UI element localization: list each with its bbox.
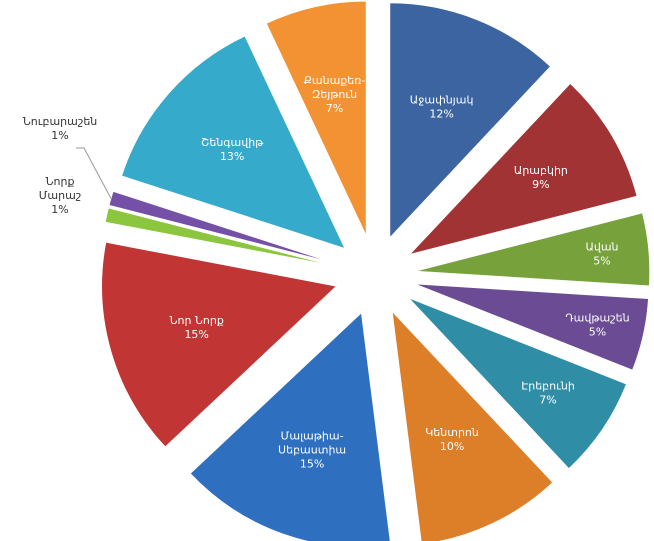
- pie-slice-group: Շենգավիթ 13%: [120, 35, 346, 250]
- data-label: Շենգավիթ 13%: [201, 136, 264, 163]
- data-label: Արաբկիր 9%: [514, 164, 568, 191]
- pie-slice: [189, 311, 391, 541]
- pie-slice-group: Մալաթիա-Սեբաստիա 15%: [189, 311, 391, 541]
- pie-slice-group: Էրեբունի 7%: [407, 297, 628, 470]
- pie-slice: [391, 309, 554, 541]
- data-label: Նորք Մարաշ 1%: [39, 175, 82, 216]
- data-label: Ավան 5%: [585, 241, 618, 268]
- pie-slice-group: Նոր Նորք 15%: [101, 241, 338, 448]
- data-label: Մալաթիա-Սեբաստիա 15%: [278, 430, 346, 471]
- pie-slice-group: Դավթաշեն 5%: [413, 283, 650, 371]
- pie-slice: [101, 241, 338, 448]
- pie-slice-group: Քանաքեռ-Զեյթուն 7%: [265, 0, 367, 237]
- leader-line: [76, 147, 112, 199]
- pie-slice-group: Աջափնյակ 12%: [389, 2, 552, 240]
- data-label: Նոր Նորք 15%: [169, 314, 223, 341]
- data-label: Դավթաշեն 5%: [565, 312, 629, 339]
- pie-slice: [407, 297, 628, 470]
- pie-slice: [265, 0, 367, 237]
- data-label: Քանաքեռ-Զեյթուն 7%: [304, 74, 366, 115]
- pie-slice: [389, 2, 552, 240]
- pie-slice: [414, 212, 651, 287]
- pie-slice-group: Նուբարաշեն 1%: [23, 115, 337, 265]
- pie-slice-group: Կենտրոն 10%: [391, 309, 554, 541]
- data-label: Աջափնյակ 12%: [410, 94, 474, 121]
- pie-slice-group: Արաբկիր 9%: [407, 82, 638, 256]
- pie-slice: [104, 207, 337, 267]
- data-label: Կենտրոն 10%: [425, 426, 479, 453]
- pie-slice: [407, 82, 638, 256]
- pie-slice-group: Ավան 5%: [414, 212, 651, 287]
- pie-slice: [120, 35, 346, 250]
- data-label: Էրեբունի 7%: [521, 380, 575, 407]
- pie-slice-group: Նորք Մարաշ 1%: [39, 175, 337, 267]
- pie-slice: [413, 283, 650, 371]
- data-label: Նուբարաշեն 1%: [23, 115, 98, 142]
